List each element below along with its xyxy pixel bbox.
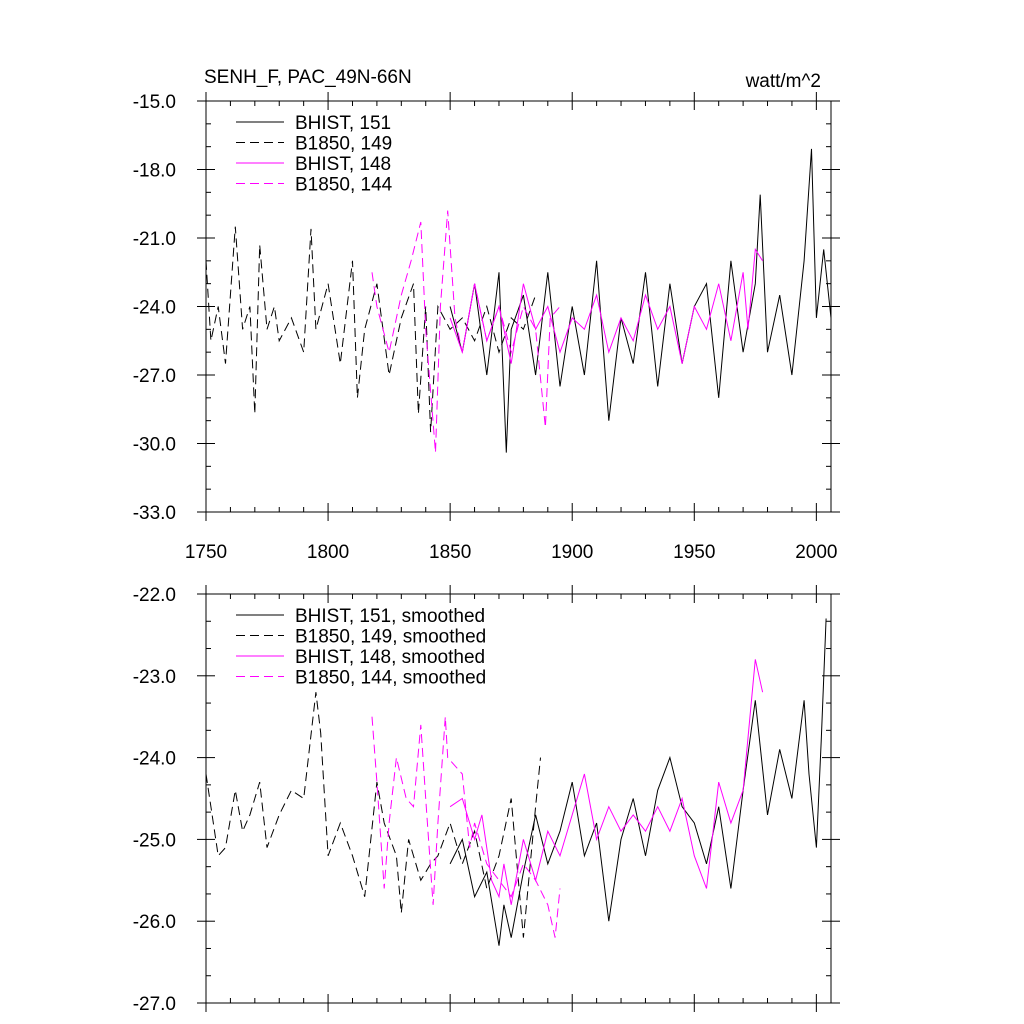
y-tick-label: -15.0 <box>133 92 176 113</box>
series-line-bhist-148-smoothed <box>449 659 764 905</box>
x-tick-label: 2000 <box>795 542 837 563</box>
y-tick-label: -30.0 <box>133 435 176 456</box>
series-line-b1850-144-smoothed <box>371 716 561 938</box>
units-label: watt/m^2 <box>745 71 821 92</box>
x-tick-label: 1900 <box>551 542 593 563</box>
y-tick-label: -22.0 <box>133 585 176 606</box>
series-line-bhist-151-smoothed <box>449 618 827 946</box>
y-tick-label: -25.0 <box>133 830 176 851</box>
y-tick-label: -21.0 <box>133 229 176 250</box>
top-axis-ticks <box>197 92 840 521</box>
series-line-b1850-144 <box>371 210 561 453</box>
series-line-bhist-148 <box>449 247 764 364</box>
legend-label: B1850, 144, smoothed <box>295 668 486 689</box>
series-line-b1850-149 <box>205 226 537 433</box>
x-tick-label: 1800 <box>307 542 349 563</box>
y-tick-label: -27.0 <box>133 994 176 1015</box>
series-line-bhist-151 <box>449 148 832 453</box>
bottom-series-lines <box>205 618 827 946</box>
legend-label: BHIST, 148, smoothed <box>295 647 485 668</box>
bottom-panel: -27.0 -26.0 -25.0 -24.0 -23.0 -22.0 BHIST, 15… <box>133 585 840 1015</box>
legend-label: BHIST, 151 <box>295 113 391 134</box>
x-tick-label: 1750 <box>185 542 227 563</box>
y-tick-label: -23.0 <box>133 667 176 688</box>
bottom-y-tick-labels: -27.0 -26.0 -25.0 -24.0 -23.0 -22.0 <box>133 585 176 1015</box>
y-tick-label: -26.0 <box>133 912 176 933</box>
chart-title: SENH_F, PAC_49N-66N <box>204 67 412 88</box>
top-x-tick-labels: 1750 1800 1850 1900 1950 2000 <box>185 542 838 563</box>
legend-label: B1850, 149 <box>295 134 392 155</box>
top-panel: SENH_F, PAC_49N-66N watt/m^2 -33.0-30.0-… <box>133 67 840 563</box>
top-y-tick-labels: -33.0 -30.0 -27.0 -24.0 -21.0 -18.0 -15.0 <box>133 92 176 524</box>
top-series-lines <box>205 148 832 453</box>
y-tick-label: -27.0 <box>133 366 176 387</box>
legend-label: BHIST, 151, smoothed <box>295 606 485 627</box>
x-tick-label: 1850 <box>429 542 471 563</box>
legend-label: BHIST, 148 <box>295 154 391 175</box>
y-tick-label: -24.0 <box>133 298 176 319</box>
legend-label: B1850, 149, smoothed <box>295 627 486 648</box>
y-tick-label: -24.0 <box>133 749 176 770</box>
y-tick-label: -18.0 <box>133 161 176 182</box>
legend-label: B1850, 144 <box>295 175 393 196</box>
y-tick-label: -33.0 <box>133 503 176 524</box>
bottom-axis-ticks <box>197 585 840 1012</box>
x-tick-label: 1950 <box>673 542 715 563</box>
series-line-b1850-149-smoothed <box>205 692 541 938</box>
bottom-plot-frame <box>205 593 832 1004</box>
